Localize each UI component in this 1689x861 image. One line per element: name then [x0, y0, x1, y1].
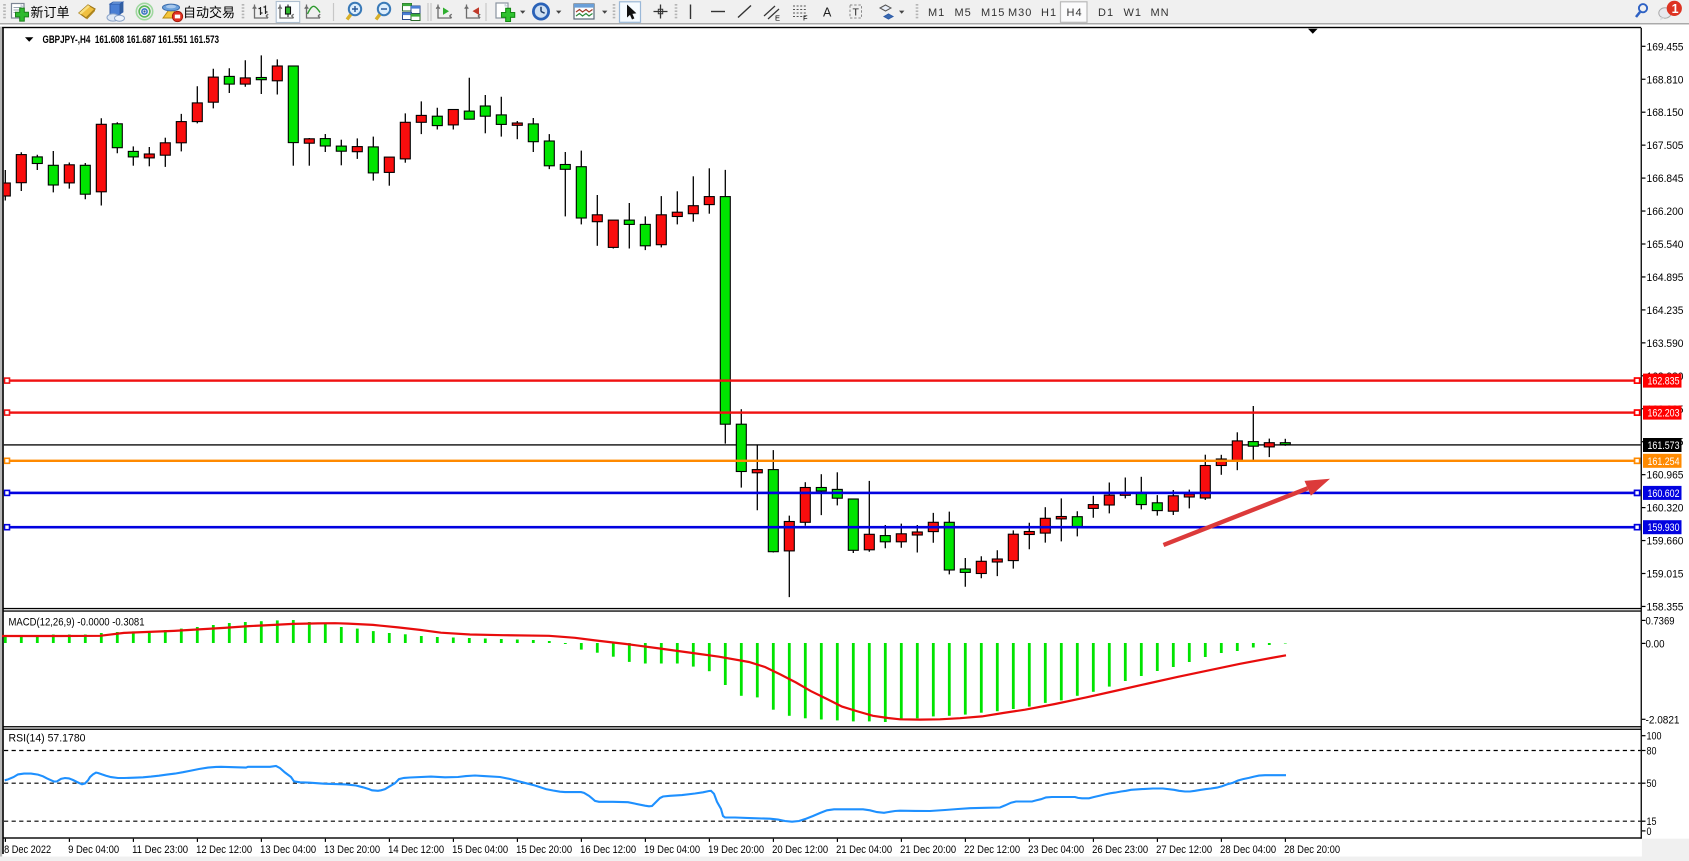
svg-text:-2.0821: -2.0821 — [1646, 714, 1680, 726]
svg-text:20 Dec 12:00: 20 Dec 12:00 — [772, 844, 828, 856]
svg-text:14 Dec 12:00: 14 Dec 12:00 — [388, 844, 444, 856]
svg-text:161.254: 161.254 — [1648, 456, 1680, 468]
svg-text:19 Dec 04:00: 19 Dec 04:00 — [644, 844, 700, 856]
svg-text:11 Dec 23:00: 11 Dec 23:00 — [132, 844, 188, 856]
svg-text:E: E — [775, 14, 780, 23]
svg-text:0.00: 0.00 — [1646, 638, 1665, 650]
svg-text:MACD(12,26,9) -0.0000 -0.3081: MACD(12,26,9) -0.0000 -0.3081 — [9, 617, 145, 629]
svg-text:T: T — [853, 7, 860, 19]
svg-text:26 Dec 23:00: 26 Dec 23:00 — [1092, 844, 1148, 856]
svg-text:W1: W1 — [1124, 7, 1143, 19]
svg-text:新订单: 新订单 — [31, 5, 70, 20]
svg-text:80: 80 — [1647, 746, 1657, 758]
svg-text:159.015: 159.015 — [1647, 569, 1684, 581]
svg-text:27 Dec 12:00: 27 Dec 12:00 — [1156, 844, 1212, 856]
svg-text:12 Dec 12:00: 12 Dec 12:00 — [196, 844, 252, 856]
svg-text:M5: M5 — [955, 7, 972, 19]
svg-text:0.7369: 0.7369 — [1646, 615, 1675, 627]
svg-text:F: F — [803, 14, 808, 23]
svg-text:21 Dec 04:00: 21 Dec 04:00 — [836, 844, 892, 856]
svg-text:164.895: 164.895 — [1647, 272, 1684, 284]
svg-text:RSI(14) 57.1780: RSI(14) 57.1780 — [9, 733, 86, 745]
svg-text:9 Dec 04:00: 9 Dec 04:00 — [68, 844, 119, 856]
svg-text:H4: H4 — [1067, 7, 1083, 19]
svg-text:M15: M15 — [981, 7, 1005, 19]
svg-text:21 Dec 20:00: 21 Dec 20:00 — [900, 844, 956, 856]
svg-text:D1: D1 — [1098, 7, 1114, 19]
svg-text:167.505: 167.505 — [1647, 140, 1684, 152]
svg-text:A: A — [823, 6, 832, 20]
svg-text:28 Dec 04:00: 28 Dec 04:00 — [1220, 844, 1276, 856]
svg-text:13 Dec 20:00: 13 Dec 20:00 — [324, 844, 380, 856]
svg-text:162.835: 162.835 — [1648, 376, 1680, 388]
svg-text:15: 15 — [1647, 816, 1657, 828]
svg-text:166.845: 166.845 — [1647, 173, 1684, 185]
svg-text:22 Dec 12:00: 22 Dec 12:00 — [964, 844, 1020, 856]
svg-text:163.590: 163.590 — [1647, 338, 1684, 350]
svg-text:16 Dec 12:00: 16 Dec 12:00 — [580, 844, 636, 856]
svg-text:M30: M30 — [1008, 7, 1032, 19]
svg-text:MN: MN — [1151, 7, 1170, 19]
svg-text:160.965: 160.965 — [1647, 470, 1684, 482]
svg-text:168.810: 168.810 — [1647, 74, 1684, 86]
svg-text:15 Dec 20:00: 15 Dec 20:00 — [516, 844, 572, 856]
svg-text:19 Dec 20:00: 19 Dec 20:00 — [708, 844, 764, 856]
svg-text:159.930: 159.930 — [1648, 522, 1680, 534]
svg-text:169.455: 169.455 — [1647, 41, 1684, 53]
svg-text:H1: H1 — [1041, 7, 1057, 19]
svg-text:161.573: 161.573 — [1648, 440, 1680, 452]
svg-text:162.203: 162.203 — [1648, 408, 1680, 420]
svg-text:100: 100 — [1647, 731, 1662, 743]
svg-text:23 Dec 04:00: 23 Dec 04:00 — [1028, 844, 1084, 856]
svg-text:158.355: 158.355 — [1647, 601, 1684, 613]
svg-text:自动交易: 自动交易 — [183, 5, 235, 20]
svg-text:166.200: 166.200 — [1647, 206, 1684, 218]
svg-text:165.540: 165.540 — [1647, 239, 1684, 251]
svg-text:160.320: 160.320 — [1647, 503, 1684, 515]
svg-text:GBPJPY-,H4 161.608 161.687 16: GBPJPY-,H4 161.608 161.687 161.551 161.5… — [43, 34, 220, 46]
svg-text:168.150: 168.150 — [1647, 107, 1684, 119]
svg-text:15 Dec 04:00: 15 Dec 04:00 — [452, 844, 508, 856]
svg-text:50: 50 — [1647, 778, 1657, 790]
svg-text:1: 1 — [1672, 2, 1679, 16]
svg-text:0: 0 — [1647, 826, 1652, 838]
svg-text:28 Dec 20:00: 28 Dec 20:00 — [1284, 844, 1340, 856]
svg-text:164.235: 164.235 — [1647, 305, 1684, 317]
svg-text:M1: M1 — [928, 7, 945, 19]
svg-text:160.602: 160.602 — [1648, 488, 1680, 500]
svg-text:13 Dec 04:00: 13 Dec 04:00 — [260, 844, 316, 856]
svg-text:159.660: 159.660 — [1647, 536, 1684, 548]
svg-text:8 Dec 2022: 8 Dec 2022 — [4, 844, 51, 856]
